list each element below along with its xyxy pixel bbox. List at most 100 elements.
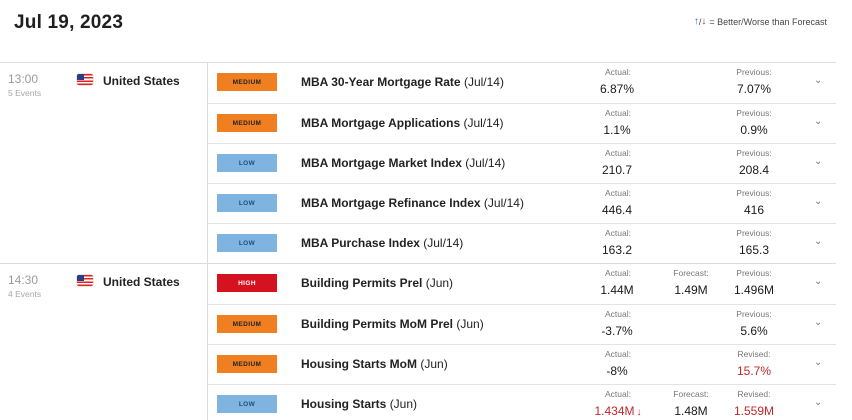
actual-number: -8% — [606, 364, 628, 378]
us-flag-icon — [77, 275, 93, 286]
actual-value: -3.7% — [588, 322, 648, 342]
event-row[interactable]: MEDIUM MBA Mortgage Applications (Jul/14… — [208, 103, 836, 143]
event-period: (Jul/14) — [463, 75, 504, 89]
actual-label: Actual: — [605, 228, 631, 238]
time-group: 14:30 4 Events United States HIGH Buildi… — [0, 263, 836, 420]
previous-label: Previous: — [736, 148, 772, 158]
actual-column: Actual: -8% — [588, 349, 648, 382]
economic-calendar-table: 13:00 5 Events United States MEDIUM MBA … — [0, 62, 836, 420]
impact-badge: MEDIUM — [217, 315, 277, 333]
event-row[interactable]: MEDIUM Building Permits MoM Prel (Jun) A… — [208, 304, 836, 344]
impact-badge: LOW — [217, 234, 277, 252]
forecast-column — [661, 188, 721, 190]
chevron-down-icon[interactable]: ⌄ — [814, 276, 823, 287]
event-name: MBA Purchase Index (Jul/14) — [301, 236, 463, 250]
previous-value: 0.9% — [740, 123, 768, 137]
actual-number: 1.44M — [600, 283, 634, 297]
impact-badge: LOW — [217, 154, 277, 172]
actual-value: -8% — [588, 362, 648, 382]
event-title: Building Permits MoM Prel — [301, 317, 454, 331]
actual-column: Actual: 6.87% — [588, 67, 648, 100]
actual-label: Actual: — [605, 389, 631, 399]
actual-value: 163.2 — [588, 241, 648, 261]
previous-column: Previous: 7.07% — [724, 67, 784, 98]
actual-value: 210.7 — [588, 161, 648, 181]
actual-label: Actual: — [605, 108, 631, 118]
actual-value: 1.434M ↓ — [588, 402, 648, 420]
impact-badge: MEDIUM — [217, 114, 277, 132]
event-time: 14:30 — [8, 273, 39, 287]
forecast-column — [661, 67, 721, 69]
impact-badge: HIGH — [217, 274, 277, 292]
impact-badge: MEDIUM — [217, 355, 277, 373]
actual-label: Actual: — [605, 309, 631, 319]
previous-value: 7.07% — [736, 82, 772, 96]
event-name: Housing Starts MoM (Jun) — [301, 357, 448, 371]
event-rows: HIGH Building Permits Prel (Jun) Actual:… — [207, 264, 836, 420]
previous-label: Previous: — [736, 268, 772, 278]
event-title: MBA 30-Year Mortgage Rate — [301, 75, 461, 89]
impact-badge: LOW — [217, 194, 277, 212]
chevron-down-icon[interactable]: ⌄ — [814, 357, 823, 368]
previous-value: 1.559M — [733, 404, 775, 418]
actual-column: Actual: 1.44M — [588, 268, 648, 301]
previous-value: 416 — [743, 203, 765, 217]
event-row[interactable]: LOW MBA Mortgage Market Index (Jul/14) A… — [208, 143, 836, 183]
event-period: (Jul/14) — [483, 196, 524, 210]
event-period: (Jun) — [389, 397, 418, 411]
chevron-down-icon[interactable]: ⌄ — [814, 116, 823, 127]
event-title: MBA Mortgage Applications — [301, 116, 461, 130]
event-title: Housing Starts — [301, 397, 387, 411]
impact-badge: MEDIUM — [217, 73, 277, 91]
actual-column: Actual: 210.7 — [588, 148, 648, 181]
chevron-down-icon[interactable]: ⌄ — [814, 397, 823, 408]
actual-value: 1.1% — [588, 121, 648, 141]
legend-text: = Better/Worse than Forecast — [709, 16, 827, 27]
event-row[interactable]: LOW MBA Purchase Index (Jul/14) Actual: … — [208, 223, 836, 263]
event-name: MBA Mortgage Market Index (Jul/14) — [301, 156, 505, 170]
arrow-down-icon: ↓ — [636, 407, 642, 418]
actual-label: Actual: — [605, 148, 631, 158]
event-period: (Jul/14) — [465, 156, 506, 170]
forecast-label: Forecast: — [673, 389, 709, 399]
chevron-down-icon[interactable]: ⌄ — [814, 156, 823, 167]
event-row[interactable]: LOW Housing Starts (Jun) Actual: 1.434M ↓… — [208, 384, 836, 420]
chevron-down-icon[interactable]: ⌄ — [814, 317, 823, 328]
event-period: (Jul/14) — [463, 116, 504, 130]
actual-number: 210.7 — [601, 163, 633, 177]
actual-column: Actual: 1.1% — [588, 108, 648, 141]
previous-column: Previous: 208.4 — [724, 148, 784, 179]
page-title: Jul 19, 2023 — [14, 12, 124, 33]
chevron-down-icon[interactable]: ⌄ — [814, 196, 823, 207]
actual-number: 446.4 — [601, 203, 633, 217]
event-name: Building Permits Prel (Jun) — [301, 276, 453, 290]
event-name: MBA 30-Year Mortgage Rate (Jul/14) — [301, 75, 504, 89]
forecast-column — [661, 309, 721, 311]
forecast-column — [661, 148, 721, 150]
event-title: MBA Mortgage Market Index — [301, 156, 462, 170]
actual-column: Actual: 163.2 — [588, 228, 648, 261]
event-name: MBA Mortgage Applications (Jul/14) — [301, 116, 503, 130]
event-name: MBA Mortgage Refinance Index (Jul/14) — [301, 196, 524, 210]
event-title: Housing Starts MoM — [301, 357, 417, 371]
previous-column: Previous: 416 — [724, 188, 784, 219]
calendar-header: Jul 19, 2023 ↑ / ↓ = Better/Worse than F… — [0, 0, 852, 44]
chevron-down-icon[interactable]: ⌄ — [814, 75, 823, 86]
event-row[interactable]: MEDIUM MBA 30-Year Mortgage Rate (Jul/14… — [208, 63, 836, 103]
event-period: (Jun) — [425, 276, 454, 290]
time-column: 14:30 4 Events United States — [0, 264, 207, 420]
event-count: 4 Events — [8, 289, 42, 299]
forecast-value: 1.49M — [674, 283, 708, 297]
actual-column: Actual: -3.7% — [588, 309, 648, 342]
time-group: 13:00 5 Events United States MEDIUM MBA … — [0, 62, 836, 263]
forecast-column: Forecast: 1.49M — [661, 268, 721, 299]
actual-label: Actual: — [605, 268, 631, 278]
event-row[interactable]: MEDIUM Housing Starts MoM (Jun) Actual: … — [208, 344, 836, 384]
chevron-down-icon[interactable]: ⌄ — [814, 236, 823, 247]
country-name: United States — [103, 275, 180, 289]
forecast-column — [661, 349, 721, 351]
us-flag-icon — [77, 74, 93, 85]
event-row[interactable]: HIGH Building Permits Prel (Jun) Actual:… — [208, 264, 836, 304]
event-period: (Jun) — [420, 357, 448, 371]
event-row[interactable]: LOW MBA Mortgage Refinance Index (Jul/14… — [208, 183, 836, 223]
